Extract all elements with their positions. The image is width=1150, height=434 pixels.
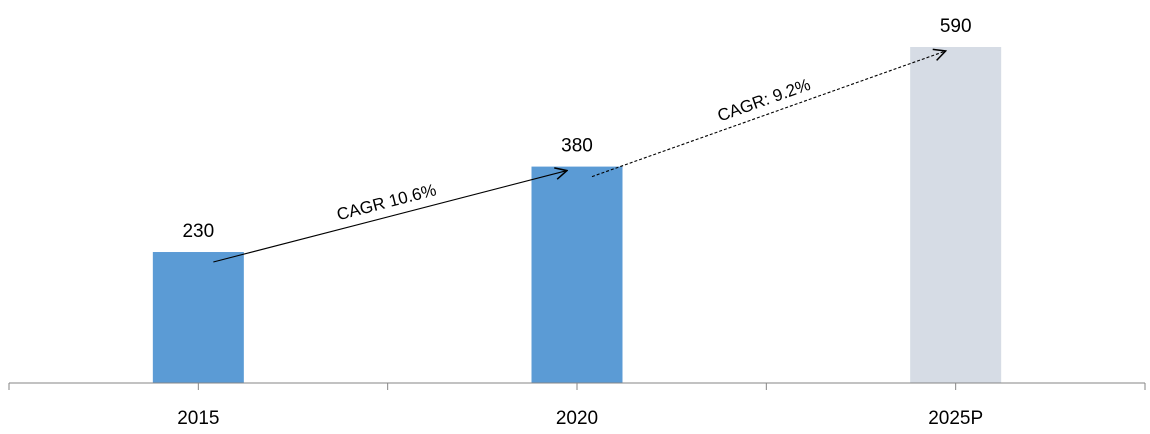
data-label-2015: 230 [182, 221, 214, 242]
cagr-arrow-1 [213, 171, 567, 263]
data-label-2025p: 590 [940, 16, 972, 37]
x-tick-label-2015: 2015 [177, 408, 219, 429]
x-tick-label-2025p: 2025P [928, 408, 983, 429]
x-axis [8, 382, 1146, 390]
labels-group: 230 2015 380 2020 590 2025P [177, 16, 983, 429]
bar-2015 [152, 252, 244, 383]
cagr-label-2: CAGR: 9.2% [715, 75, 813, 125]
bar-2025p [910, 47, 1002, 383]
data-label-2020: 380 [561, 136, 593, 157]
cagr-arrow-2 [591, 51, 946, 178]
bar-2020 [531, 166, 623, 383]
x-tick-label-2020: 2020 [556, 408, 598, 429]
bars-group [152, 47, 1002, 383]
